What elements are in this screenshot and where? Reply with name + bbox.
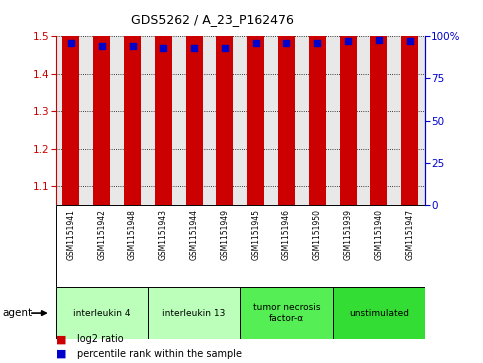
Bar [340,0,356,205]
Bar [216,0,233,205]
Text: percentile rank within the sample: percentile rank within the sample [77,349,242,359]
Text: GSM1151944: GSM1151944 [190,209,199,260]
Point [283,40,290,46]
Text: unstimulated: unstimulated [349,309,409,318]
Bar [247,0,264,205]
Point [159,45,167,51]
Text: GSM1151948: GSM1151948 [128,209,137,260]
Text: agent: agent [2,308,32,318]
Text: GSM1151943: GSM1151943 [159,209,168,260]
Bar [370,0,387,205]
Bar [56,287,148,339]
Text: ■: ■ [56,334,66,344]
Text: GSM1151939: GSM1151939 [343,209,353,260]
Bar [333,287,425,339]
Text: log2 ratio: log2 ratio [77,334,124,344]
Bar [401,0,418,205]
Bar [62,0,79,205]
Text: interleukin 4: interleukin 4 [73,309,130,318]
Text: GSM1151942: GSM1151942 [97,209,106,260]
Point [375,37,383,42]
Text: GSM1151941: GSM1151941 [67,209,75,260]
Bar [240,287,333,339]
Point [221,45,229,51]
Point [344,38,352,44]
Text: GSM1151940: GSM1151940 [374,209,384,260]
Text: GSM1151946: GSM1151946 [282,209,291,260]
Text: GSM1151947: GSM1151947 [405,209,414,260]
Bar [185,0,202,205]
Point [98,44,106,49]
Point [313,40,321,46]
Text: interleukin 13: interleukin 13 [162,309,226,318]
Text: tumor necrosis
factor-α: tumor necrosis factor-α [253,303,320,323]
Text: ■: ■ [56,349,66,359]
Bar [309,0,326,205]
Point [406,38,413,44]
Text: GSM1151950: GSM1151950 [313,209,322,260]
Bar [93,0,110,205]
Text: GSM1151949: GSM1151949 [220,209,229,260]
Text: GSM1151945: GSM1151945 [251,209,260,260]
Point [128,44,136,49]
Bar [124,0,141,205]
Bar [278,0,295,205]
Bar [155,0,172,205]
Point [67,40,75,46]
Point [190,45,198,51]
Bar [56,205,425,287]
Point [252,40,259,46]
Bar [148,287,241,339]
Text: GDS5262 / A_23_P162476: GDS5262 / A_23_P162476 [131,13,294,26]
